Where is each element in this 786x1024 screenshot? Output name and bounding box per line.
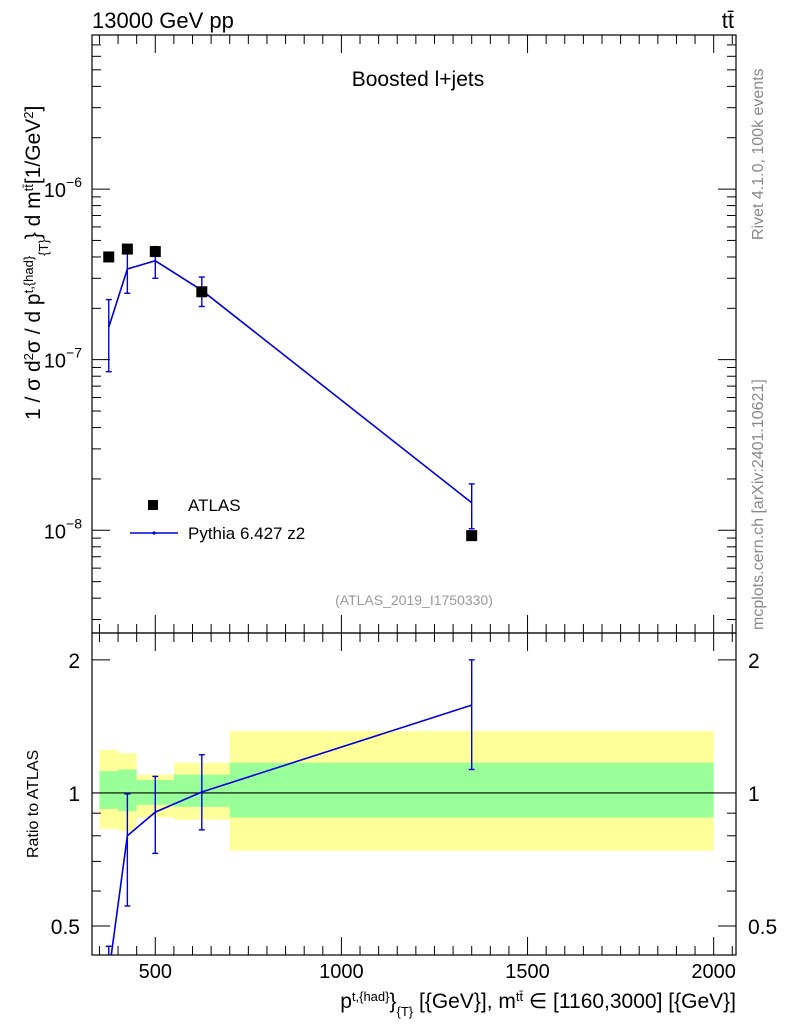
legend: ATLAS Pythia 6.427 z2	[130, 496, 305, 543]
atlas-point	[149, 246, 161, 258]
green-band	[229, 762, 714, 818]
ratio-axis-ticks	[92, 633, 736, 955]
chart-title: Boosted l+jets	[352, 68, 485, 91]
rivet-label: Rivet 4.1.0, 100k events	[750, 68, 767, 240]
ratio-y-tick-label-right: 1	[748, 783, 760, 806]
process-label: tt̄	[722, 8, 734, 33]
atlas-point	[196, 286, 208, 298]
energy-label: 13000 GeV pp	[92, 8, 234, 33]
ratio-panel: 0.5 0.5 1 1 2 2 500 1000 1500 2000 Ratio to ATLAS…	[25, 632, 777, 1019]
green-band	[118, 769, 137, 812]
ratio-y-tick-label-right: 2	[748, 650, 760, 673]
green-band	[99, 771, 119, 809]
x-tick-label: 2000	[691, 961, 736, 983]
x-tick-label: 500	[139, 961, 172, 983]
ratio-y-axis-label: Ratio to ATLAS	[25, 750, 42, 858]
x-tick-label: 1000	[319, 961, 364, 983]
legend-pythia-label: Pythia 6.427 z2	[188, 524, 305, 543]
main-axis-ticks	[92, 34, 736, 633]
atlas-point	[103, 251, 115, 263]
ratio-y-tick-label: 2	[68, 650, 80, 673]
x-axis-label: pt,{had}}{T} [{GeV}], mtt̄ ∈ [1160,3000]…	[340, 989, 736, 1019]
main-y-tick-label: 10−8	[44, 515, 82, 543]
ratio-y-tick-label: 1	[68, 783, 80, 806]
mcplots-label: mcplots.cern.ch [arXiv:2401.10621]	[750, 379, 767, 630]
ratio-bands	[99, 731, 714, 851]
main-y-axis-label: 1 / σ d2σ / d pt,{had}{T}} d mtt̄[1/GeV2…	[21, 106, 51, 420]
legend-atlas-label: ATLAS	[188, 496, 241, 515]
main-y-tick-label: 10−7	[44, 345, 82, 373]
atlas-markers	[103, 243, 478, 542]
main-panel: 10−6 10−7 10−8 Boosted l+jets (ATLAS_2019_…	[21, 34, 737, 634]
ratio-y-tick-label-right: 0.5	[748, 916, 777, 939]
x-tick-label: 1500	[505, 961, 550, 983]
atlas-point	[121, 243, 133, 255]
main-frame	[91, 34, 737, 634]
atlas-point	[466, 530, 478, 542]
ratio-frame	[91, 632, 737, 956]
watermark: (ATLAS_2019_I1750330)	[335, 592, 493, 608]
main-error-bars	[105, 245, 475, 530]
ratio-tick-labels: 0.5 0.5 1 1 2 2 500 1000 1500 2000	[51, 650, 777, 983]
pythia-line	[107, 259, 473, 504]
ratio-error-bars	[105, 659, 475, 955]
main-y-tick-labels: 10−6 10−7 10−8	[44, 174, 82, 543]
legend-atlas-marker	[148, 500, 158, 510]
main-y-tick-label: 10−6	[44, 174, 82, 202]
legend-pythia-dot	[152, 531, 156, 535]
ratio-pythia-line	[110, 704, 472, 956]
ratio-y-tick-label: 0.5	[51, 916, 80, 939]
